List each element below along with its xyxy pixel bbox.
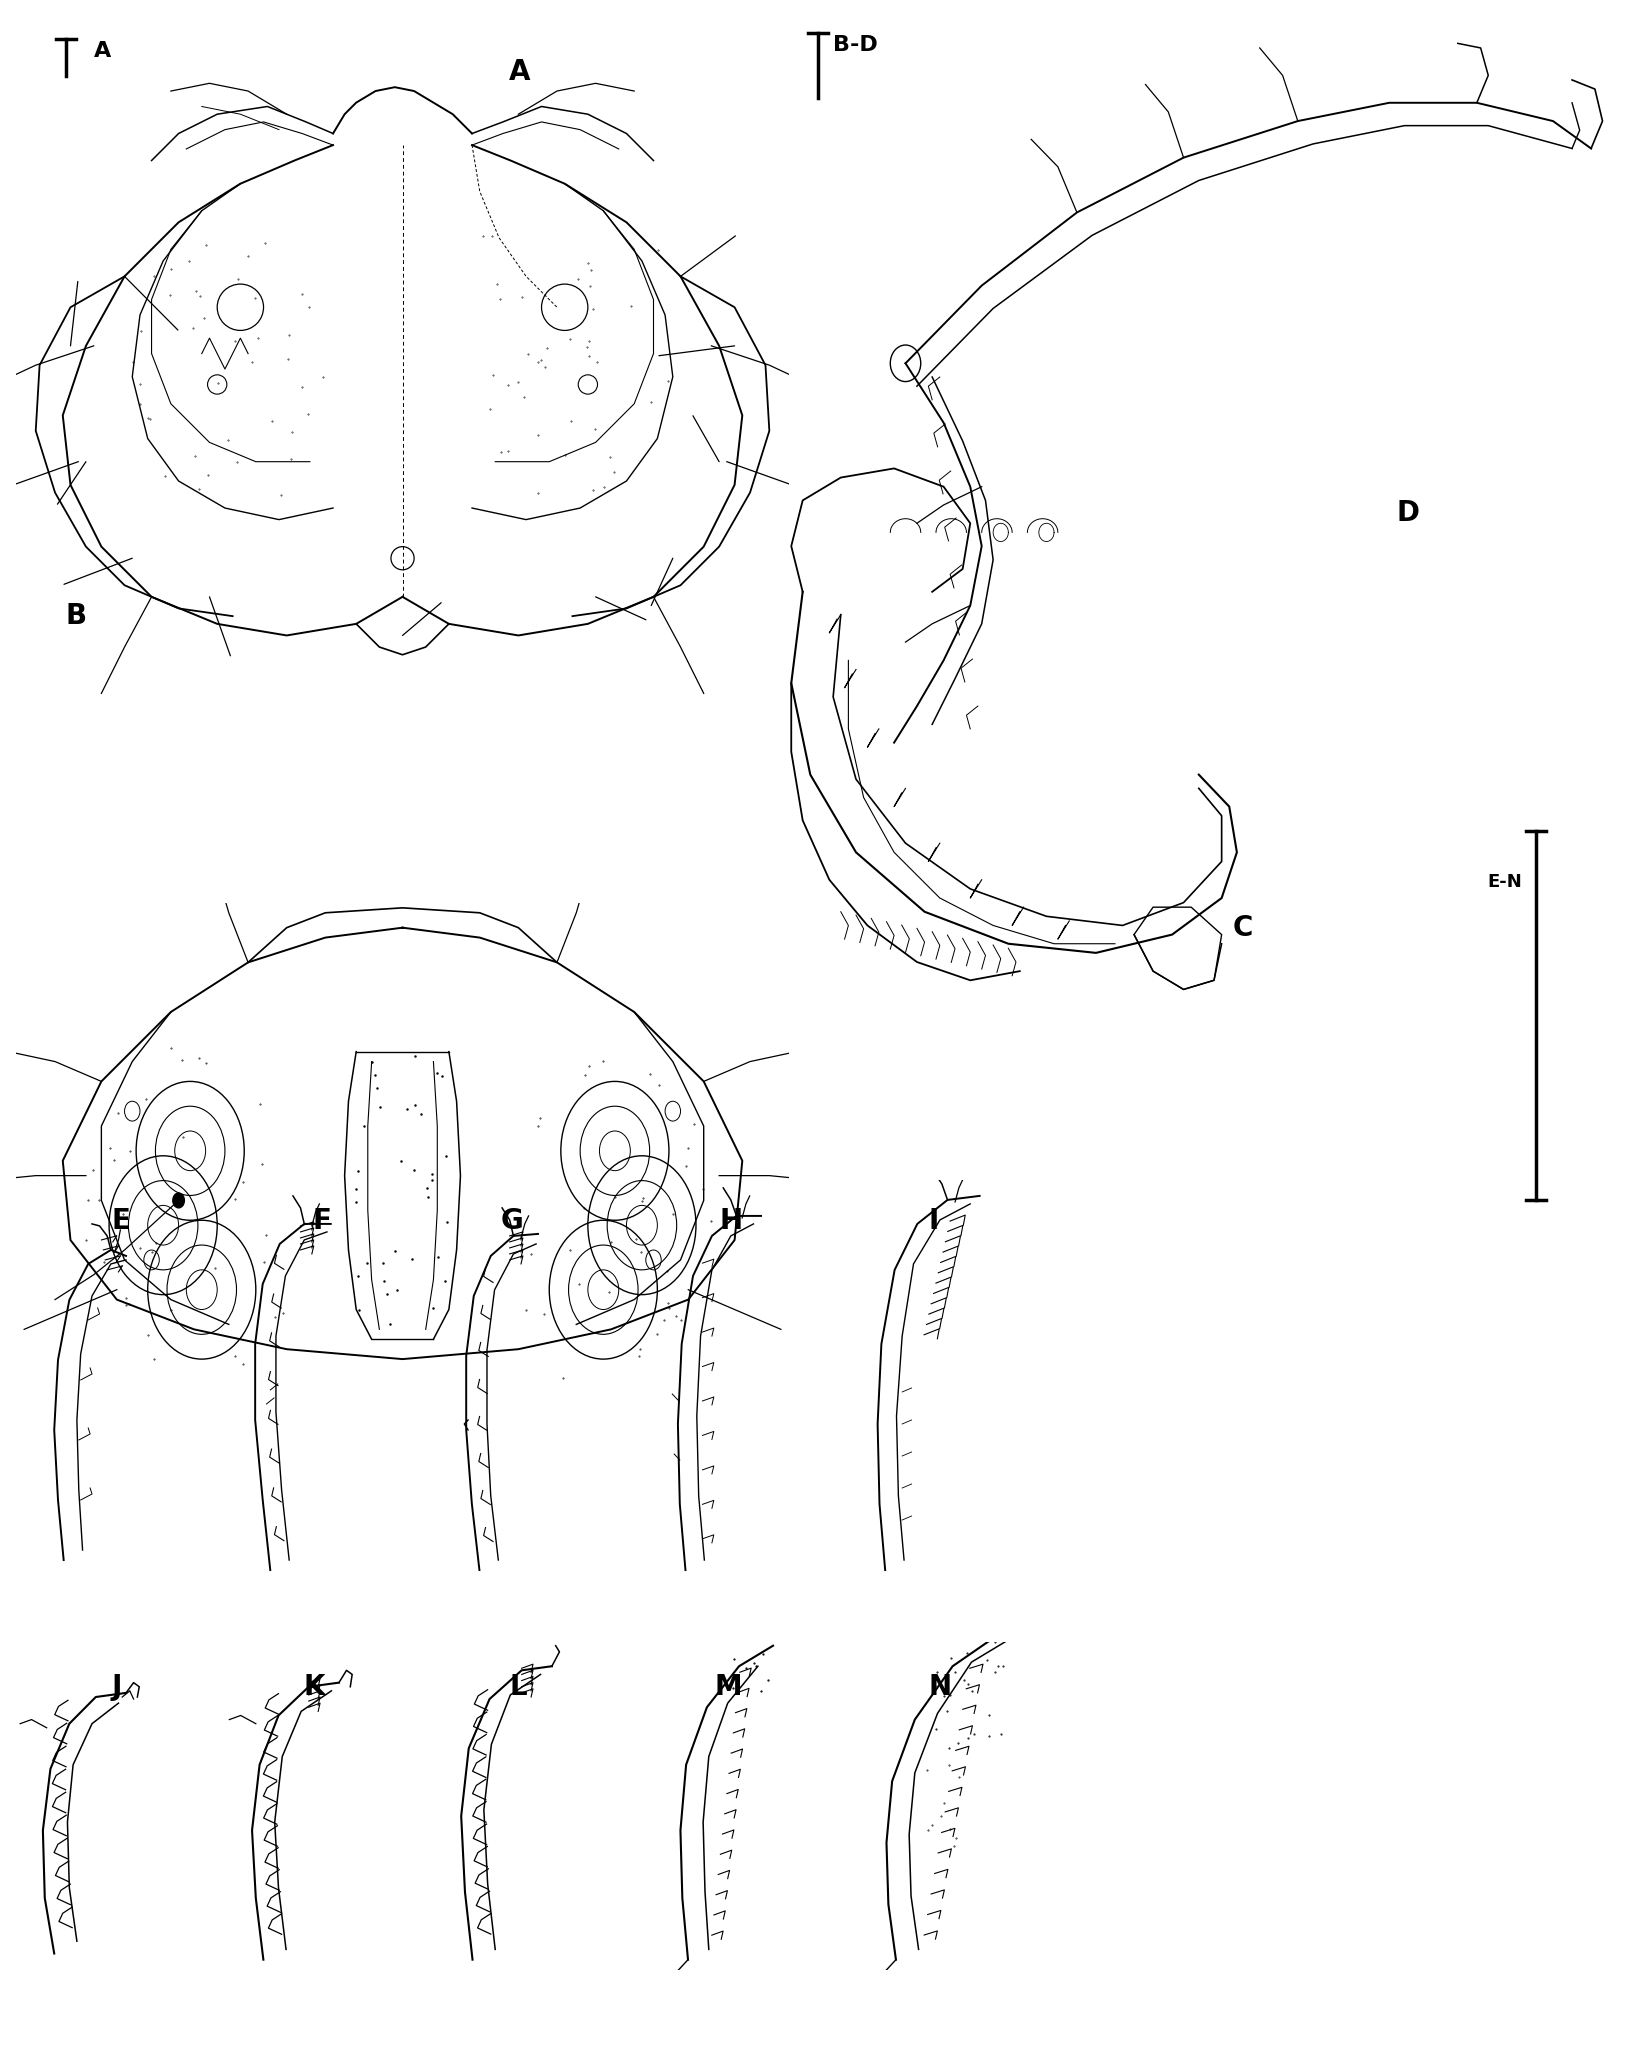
Text: B-D: B-D — [833, 35, 877, 55]
Text: K: K — [304, 1672, 325, 1701]
Text: L: L — [509, 1672, 527, 1701]
Text: D: D — [1397, 499, 1420, 527]
Text: E: E — [112, 1207, 130, 1235]
Text: N: N — [928, 1672, 951, 1701]
Text: I: I — [928, 1207, 938, 1235]
Circle shape — [173, 1192, 184, 1209]
Text: A: A — [94, 41, 110, 62]
Text: E-N: E-N — [1487, 874, 1521, 891]
Text: C: C — [1232, 913, 1252, 942]
Text: J: J — [112, 1672, 122, 1701]
Text: H: H — [720, 1207, 743, 1235]
Text: M: M — [715, 1672, 743, 1701]
Text: B: B — [66, 601, 87, 630]
Text: A: A — [509, 57, 531, 86]
Text: G: G — [501, 1207, 524, 1235]
Text: F: F — [312, 1207, 330, 1235]
